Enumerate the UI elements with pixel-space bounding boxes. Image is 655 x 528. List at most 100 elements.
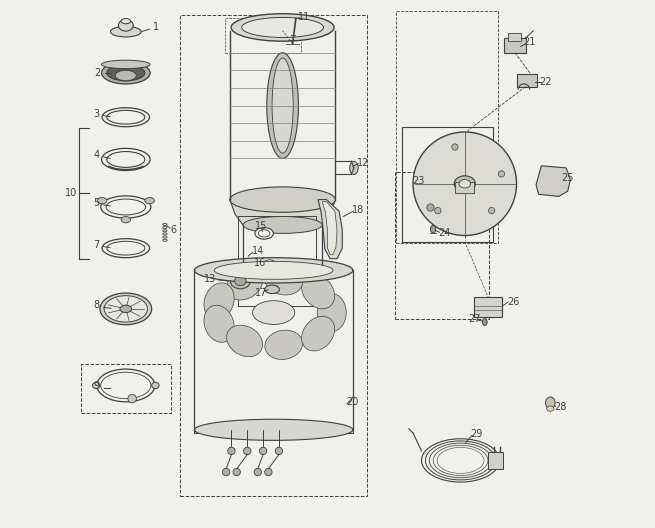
Polygon shape (536, 166, 571, 196)
Ellipse shape (107, 152, 145, 167)
Ellipse shape (227, 268, 263, 300)
Text: 18: 18 (352, 205, 364, 215)
Text: 9: 9 (93, 382, 100, 391)
Circle shape (223, 468, 230, 476)
Ellipse shape (204, 283, 234, 320)
Ellipse shape (230, 187, 335, 212)
Ellipse shape (261, 258, 277, 268)
Ellipse shape (267, 53, 299, 158)
Ellipse shape (102, 62, 150, 84)
Bar (225, 18, 301, 53)
Ellipse shape (459, 180, 470, 188)
Text: 8: 8 (93, 300, 100, 310)
Text: 5: 5 (93, 198, 100, 208)
Ellipse shape (264, 260, 274, 266)
Ellipse shape (301, 274, 335, 309)
Ellipse shape (204, 305, 234, 342)
Ellipse shape (98, 197, 107, 204)
Text: 14: 14 (252, 246, 264, 256)
Circle shape (259, 447, 267, 455)
Bar (195, 430, 353, 433)
Ellipse shape (242, 17, 324, 37)
Ellipse shape (107, 65, 145, 81)
Text: 4: 4 (93, 150, 100, 160)
Polygon shape (318, 200, 343, 259)
Text: 13: 13 (204, 274, 216, 284)
Ellipse shape (101, 372, 151, 399)
Circle shape (254, 468, 261, 476)
Text: 26: 26 (507, 297, 519, 307)
Ellipse shape (101, 196, 151, 218)
Circle shape (489, 208, 495, 214)
Text: 2: 2 (95, 68, 101, 78)
Ellipse shape (350, 161, 358, 174)
Bar (81, 364, 171, 413)
Ellipse shape (102, 60, 150, 69)
Text: 22: 22 (539, 77, 552, 87)
Ellipse shape (317, 294, 346, 332)
Bar (395, 172, 489, 319)
Bar (517, 74, 536, 87)
Bar (238, 216, 316, 306)
Text: 24: 24 (439, 229, 451, 238)
Circle shape (498, 171, 504, 177)
Ellipse shape (92, 382, 100, 389)
Text: 15: 15 (255, 221, 268, 231)
Ellipse shape (243, 216, 322, 233)
Circle shape (435, 208, 441, 214)
Ellipse shape (102, 148, 150, 171)
Ellipse shape (231, 14, 334, 41)
Ellipse shape (100, 293, 152, 325)
Bar (474, 297, 502, 317)
Ellipse shape (227, 325, 263, 357)
Text: 28: 28 (555, 402, 567, 411)
Text: 6: 6 (170, 225, 176, 234)
Circle shape (413, 132, 517, 235)
Text: 23: 23 (412, 176, 424, 185)
Ellipse shape (265, 266, 303, 295)
Circle shape (228, 447, 235, 455)
Ellipse shape (243, 262, 322, 277)
Ellipse shape (301, 316, 335, 351)
Text: 29: 29 (470, 429, 483, 439)
Text: 3: 3 (93, 109, 100, 119)
Ellipse shape (152, 382, 159, 389)
Text: 20: 20 (346, 398, 359, 407)
Circle shape (128, 394, 136, 403)
Polygon shape (230, 200, 335, 225)
Bar (396, 11, 498, 243)
Ellipse shape (234, 276, 246, 286)
Text: 21: 21 (523, 37, 535, 47)
Ellipse shape (119, 20, 133, 31)
Ellipse shape (145, 197, 155, 204)
Ellipse shape (120, 305, 132, 313)
Ellipse shape (106, 199, 145, 215)
Bar (179, 15, 367, 496)
Ellipse shape (102, 239, 149, 258)
Bar (402, 127, 493, 242)
Ellipse shape (104, 296, 147, 322)
Ellipse shape (231, 273, 250, 289)
Ellipse shape (115, 70, 136, 81)
Circle shape (427, 204, 434, 211)
Text: 17: 17 (255, 288, 268, 297)
Ellipse shape (430, 225, 436, 233)
Circle shape (244, 447, 251, 455)
Bar (488, 452, 503, 469)
Text: 16: 16 (253, 258, 266, 268)
Ellipse shape (265, 285, 280, 294)
Bar (508, 33, 521, 41)
Bar (455, 182, 474, 193)
Text: 1: 1 (153, 23, 159, 32)
Ellipse shape (546, 397, 555, 409)
Ellipse shape (483, 318, 487, 325)
Ellipse shape (111, 26, 141, 37)
Polygon shape (322, 202, 337, 254)
Text: 27: 27 (468, 315, 481, 324)
Text: 7: 7 (93, 240, 100, 250)
Circle shape (233, 468, 240, 476)
Text: 10: 10 (65, 188, 77, 198)
Text: 25: 25 (561, 174, 574, 183)
Ellipse shape (121, 18, 130, 24)
Ellipse shape (195, 258, 353, 283)
